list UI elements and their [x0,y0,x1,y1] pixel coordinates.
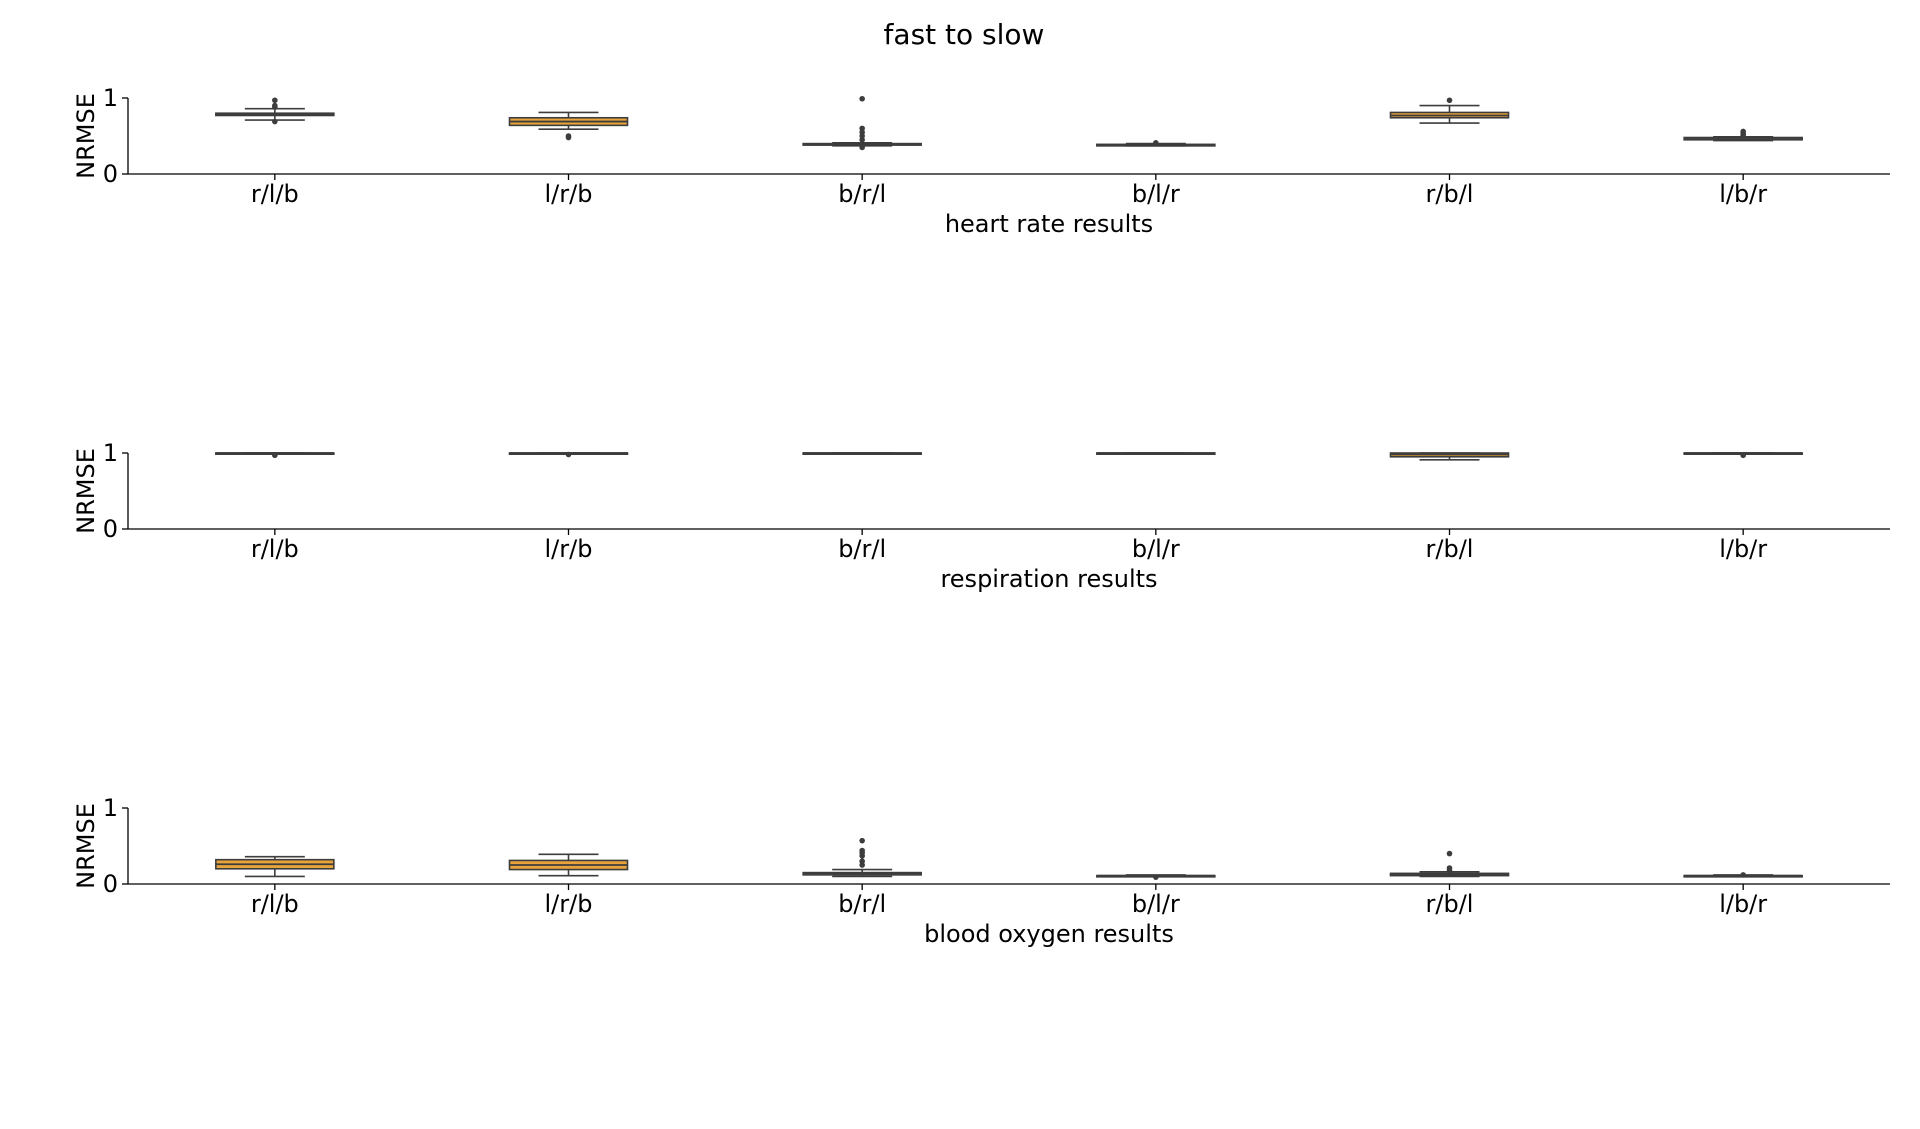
y-axis-label: NRMSE [72,93,100,179]
outlier-point [1446,850,1453,857]
outlier-point [1740,872,1746,878]
x-tick-label: r/b/l [1426,890,1474,918]
outlier-point [1446,97,1453,104]
x-axis-label: heart rate results [945,210,1153,238]
x-tick-label: l/b/r [1719,890,1767,918]
x-tick-label: l/r/b [545,890,593,918]
box-r/l/b: r/l/b [215,97,335,208]
x-tick-label: l/r/b [545,180,593,208]
box-b/r/l: b/r/l [802,95,922,208]
box-l/r/b: l/r/b [508,853,629,918]
x-tick-label: r/l/b [251,180,299,208]
x-tick-label: b/r/l [838,890,886,918]
x-tick-label: b/l/r [1132,890,1180,918]
y-axis-label: NRMSE [72,803,100,889]
y-axis-label: NRMSE [72,448,100,534]
box-r/b/l: r/b/l [1389,97,1510,208]
y-tick-label: 0 [103,515,118,543]
outlier-point [859,125,865,132]
y-tick-label: 1 [103,439,118,467]
x-tick-label: r/b/l [1426,180,1474,208]
outlier-point [1446,865,1453,871]
y-tick-label: 0 [103,160,118,188]
box-r/b/l: r/b/l [1389,850,1510,918]
outlier-point [859,95,865,102]
outlier-point [859,847,865,854]
outlier-point [565,451,572,458]
box-r/l/b: r/l/b [215,855,335,918]
outlier-point [272,118,278,125]
y-tick-label: 0 [103,870,118,898]
box-l/r/b: l/r/b [508,451,629,563]
x-tick-label: b/l/r [1132,180,1180,208]
box-l/r/b: l/r/b [508,111,629,208]
outlier-point [1740,452,1746,459]
x-tick-label: b/l/r [1132,535,1180,563]
box-l/b/r: l/b/r [1683,872,1803,918]
box-l/b/r: l/b/r [1683,452,1803,563]
figure-title: fast to slow [884,18,1045,51]
outlier-point [859,144,865,151]
outlier-point [272,102,278,109]
outlier-point [565,133,572,139]
x-tick-label: l/b/r [1719,180,1767,208]
x-tick-label: r/l/b [251,535,299,563]
y-tick-label: 1 [103,794,118,822]
outlier-point [1153,874,1159,880]
x-tick-label: b/r/l [838,535,886,563]
outlier-point [859,837,865,844]
x-tick-label: r/l/b [251,890,299,918]
box-b/l/r: b/l/r [1096,452,1216,563]
outlier-point [272,452,278,459]
x-tick-label: l/r/b [545,535,593,563]
outlier-point [272,97,278,104]
box-r/b/l: r/b/l [1389,452,1510,563]
box-r/l/b: r/l/b [215,452,335,563]
x-tick-label: b/r/l [838,180,886,208]
box-l/b/r: l/b/r [1683,128,1803,208]
box-b/l/r: b/l/r [1096,874,1216,918]
box-b/r/l: b/r/l [802,837,922,918]
x-tick-label: r/b/l [1426,535,1474,563]
y-tick-label: 1 [103,84,118,112]
outlier-point [1740,128,1746,135]
x-tick-label: l/b/r [1719,535,1767,563]
x-axis-label: respiration results [940,565,1157,593]
outlier-point [859,858,865,864]
box-b/r/l: b/r/l [802,452,922,563]
outlier-point [1153,140,1159,146]
box-b/l/r: b/l/r [1096,140,1216,208]
x-axis-label: blood oxygen results [924,920,1174,948]
